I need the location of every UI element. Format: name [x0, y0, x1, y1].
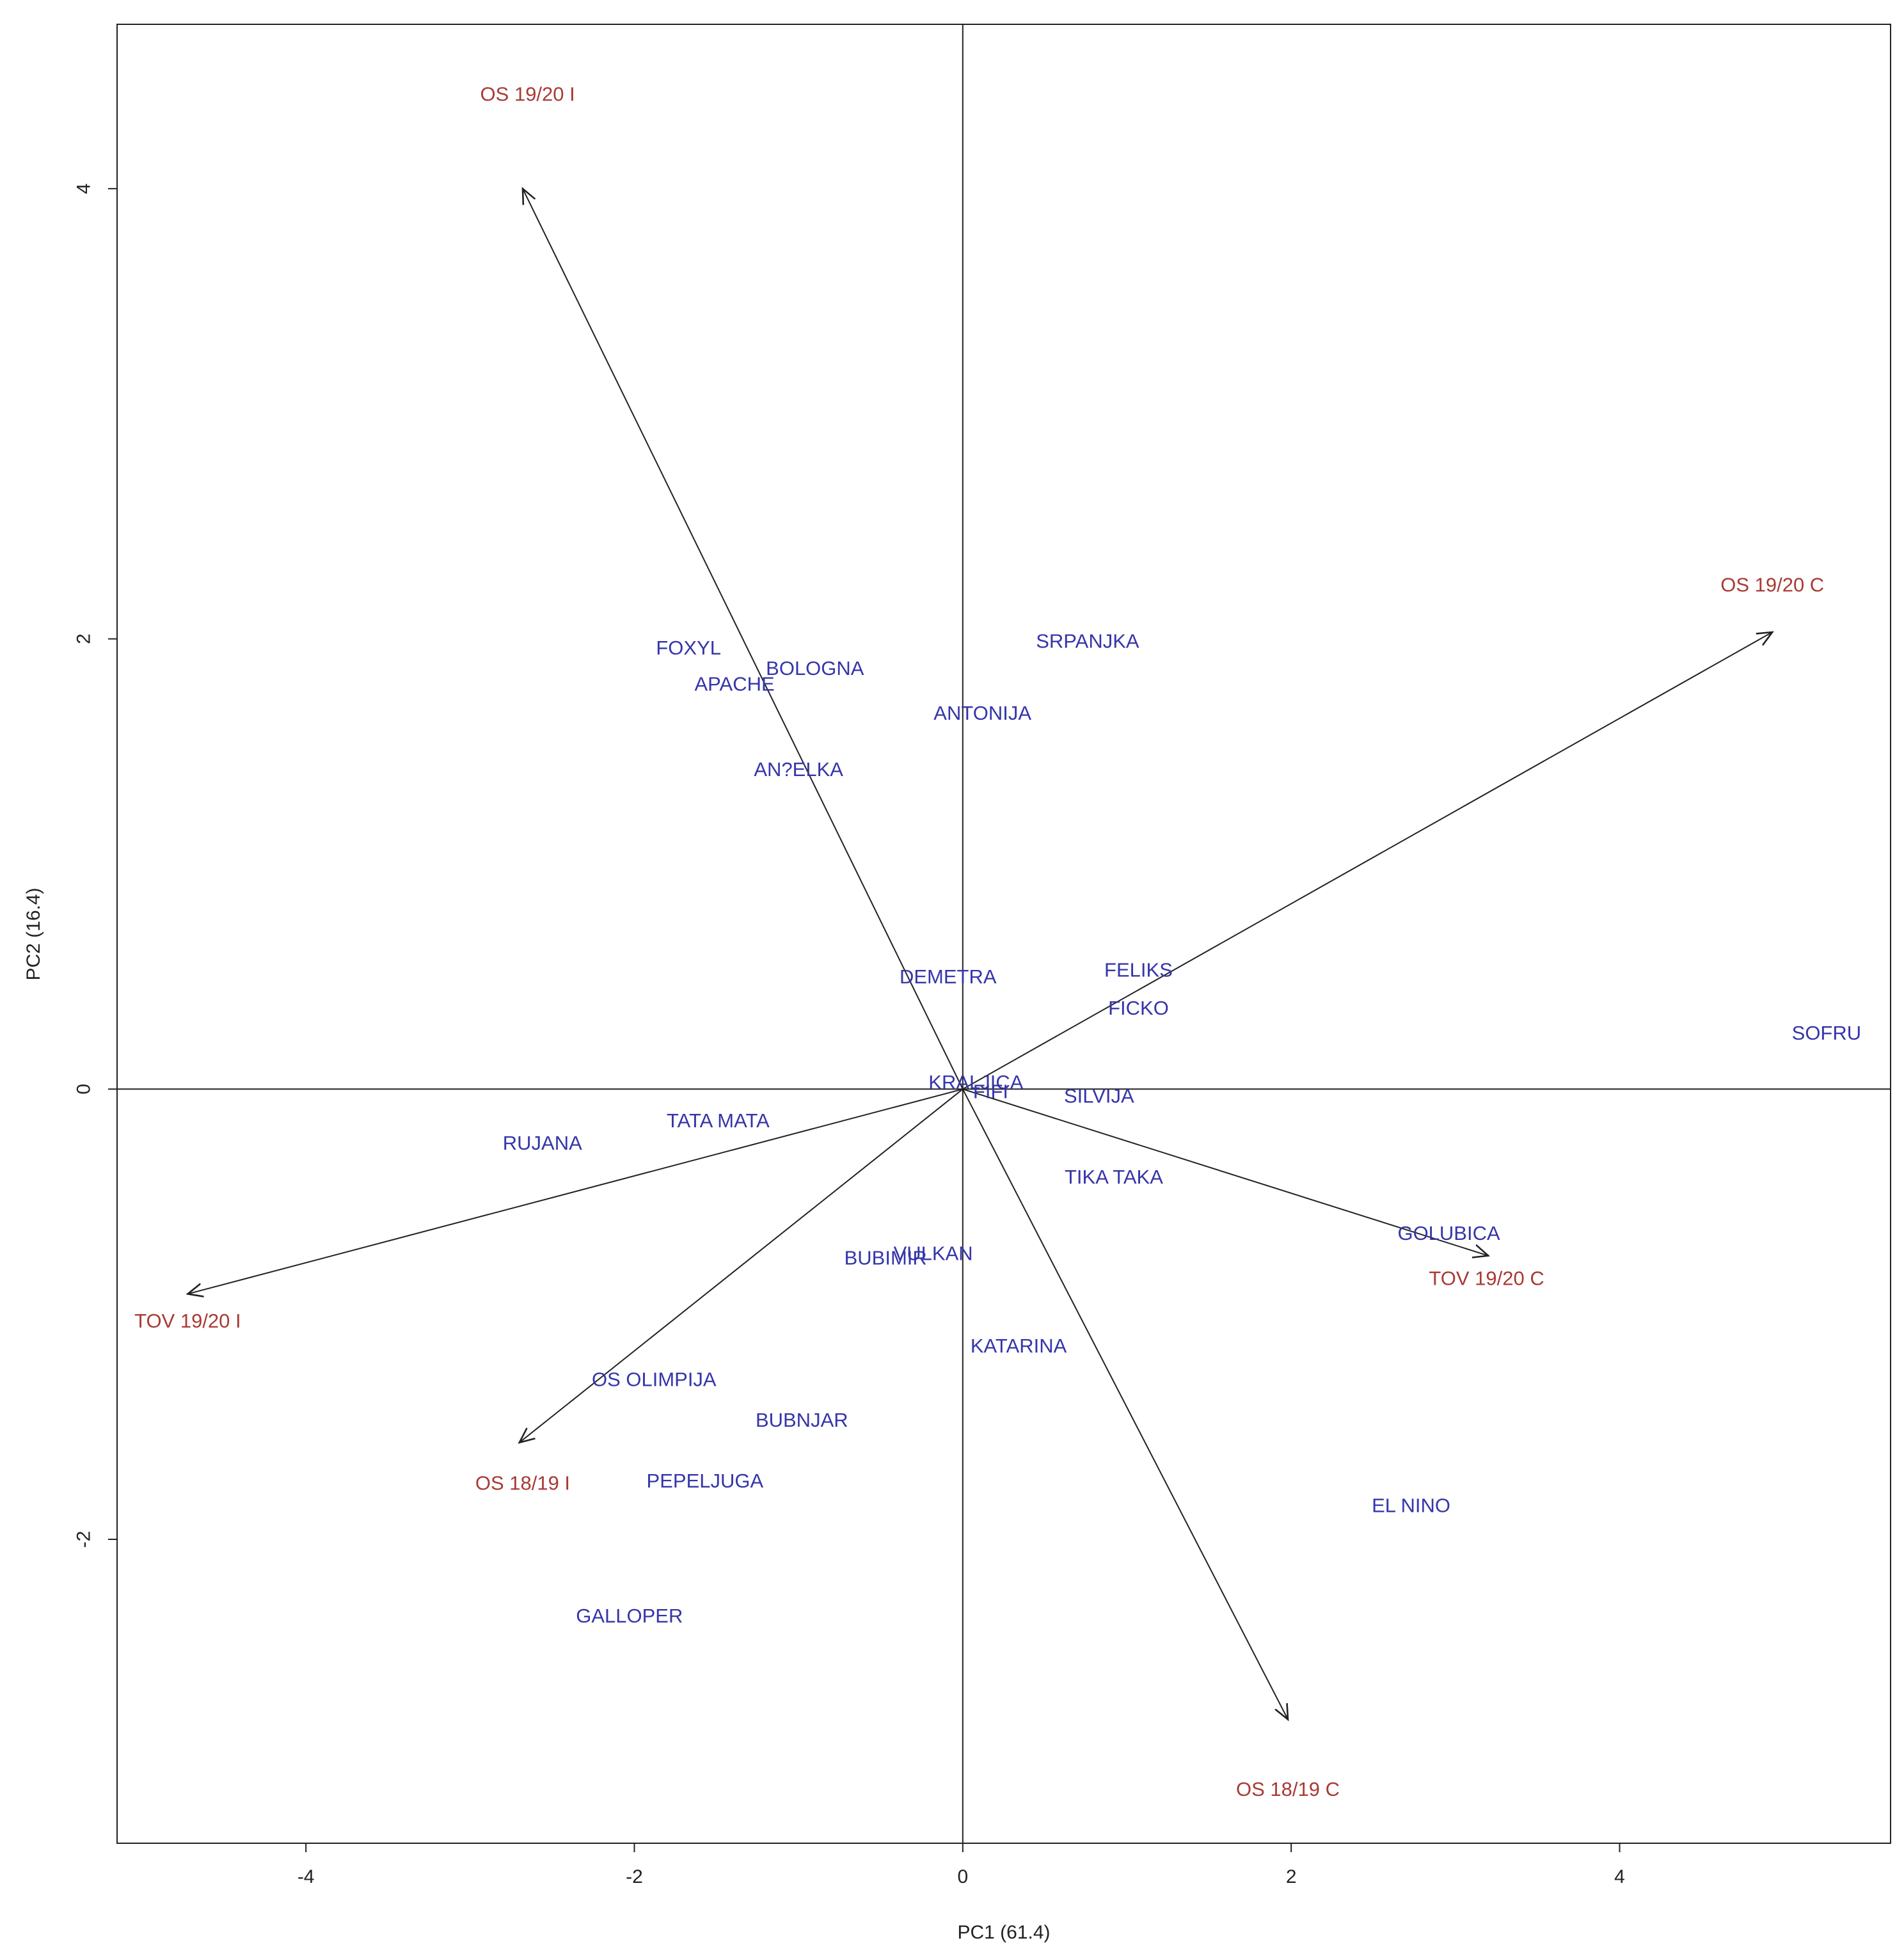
genotype-label-katarina: KATARINA: [971, 1335, 1067, 1357]
genotype-label-el-nino: EL NINO: [1372, 1495, 1450, 1517]
y-tick-label: 2: [74, 633, 95, 644]
x-tick-label: -4: [298, 1866, 315, 1887]
genotype-label-os-olimpija: OS OLIMPIJA: [592, 1369, 717, 1391]
genotype-label-demetra: DEMETRA: [900, 965, 997, 988]
environment-vector-tov-19-20-i: [187, 1088, 964, 1294]
x-tick-label: -2: [626, 1866, 643, 1887]
environment-label-os-19-20-c: OS 19/20 C: [1720, 574, 1824, 596]
genotype-label-vulkan: VULKAN: [894, 1242, 973, 1265]
environment-label-tov-19-20-i: TOV 19/20 I: [134, 1310, 241, 1332]
genotype-label-golubica: GOLUBICA: [1397, 1222, 1500, 1244]
genotype-label-antonija: ANTONIJA: [933, 702, 1031, 724]
x-tick-label: 0: [957, 1866, 968, 1887]
genotype-label-rujana: RUJANA: [503, 1132, 582, 1154]
genotype-label-silvija: SILVIJA: [1064, 1084, 1134, 1107]
genotype-label-pepeljuga: PEPELJUGA: [647, 1470, 764, 1492]
genotype-label-tata-mata: TATA MATA: [667, 1109, 770, 1132]
environment-label-os-18-19-i: OS 18/19 I: [475, 1472, 570, 1495]
genotype-label-kraljica: KRALJICA: [928, 1071, 1023, 1093]
genotype-label-srpanjka: SRPANJKA: [1036, 630, 1139, 653]
genotype-label-ficko: FICKO: [1108, 997, 1169, 1019]
environment-vector-os-18-19-c: [962, 1088, 1288, 1719]
plot-frame: [116, 24, 1891, 1844]
environment-vector-tov-19-20-c: [962, 1088, 1488, 1255]
x-tick-label: 2: [1286, 1866, 1297, 1887]
genotype-label-feliks: FELIKS: [1104, 958, 1173, 981]
y-tick-label: 4: [74, 184, 95, 194]
genotype-label-bubnjar: BUBNJAR: [756, 1409, 848, 1431]
reference-lines: [117, 24, 1891, 1843]
environment-label-os-19-20-i: OS 19/20 I: [480, 83, 575, 106]
y-tick-label: -2: [74, 1531, 95, 1548]
x-axis-title: PC1 (61.4): [957, 1922, 1050, 1943]
environment-vectors: [187, 189, 1772, 1720]
y-tick-label: 0: [74, 1084, 95, 1095]
environment-labels: OS 19/20 I OS 19/20 C TOV 19/20 C TOV 19/20…: [134, 83, 1824, 1800]
x-axis: -4 -2 0 2 4: [298, 1843, 1625, 1887]
genotype-label-bologna: BOLOGNA: [766, 657, 864, 679]
y-axis-title: PC2 (16.4): [23, 887, 44, 980]
y-axis: -2 0 2 4: [74, 184, 117, 1548]
environment-vector-os-19-20-i: [523, 189, 964, 1090]
genotype-label-foxyl: FOXYL: [656, 637, 721, 659]
genotype-label-fifi: FIFI: [973, 1080, 1008, 1102]
genotype-label-bubimir: BUBIMIR: [845, 1247, 927, 1269]
environment-vector-os-18-19-i: [520, 1088, 964, 1442]
genotype-label-tika-taka: TIKA TAKA: [1065, 1166, 1163, 1188]
environment-label-os-18-19-c: OS 18/19 C: [1236, 1778, 1340, 1800]
environment-vector-os-19-20-c: [962, 632, 1772, 1090]
genotype-label-galloper: GALLOPER: [576, 1605, 683, 1627]
genotype-label-an-elka: AN?ELKA: [754, 758, 843, 781]
environment-label-tov-19-20-c: TOV 19/20 C: [1429, 1267, 1544, 1289]
x-tick-label: 4: [1614, 1866, 1625, 1887]
genotype-label-sofru: SOFRU: [1792, 1022, 1862, 1044]
genotype-label-apache: APACHE: [694, 672, 774, 695]
